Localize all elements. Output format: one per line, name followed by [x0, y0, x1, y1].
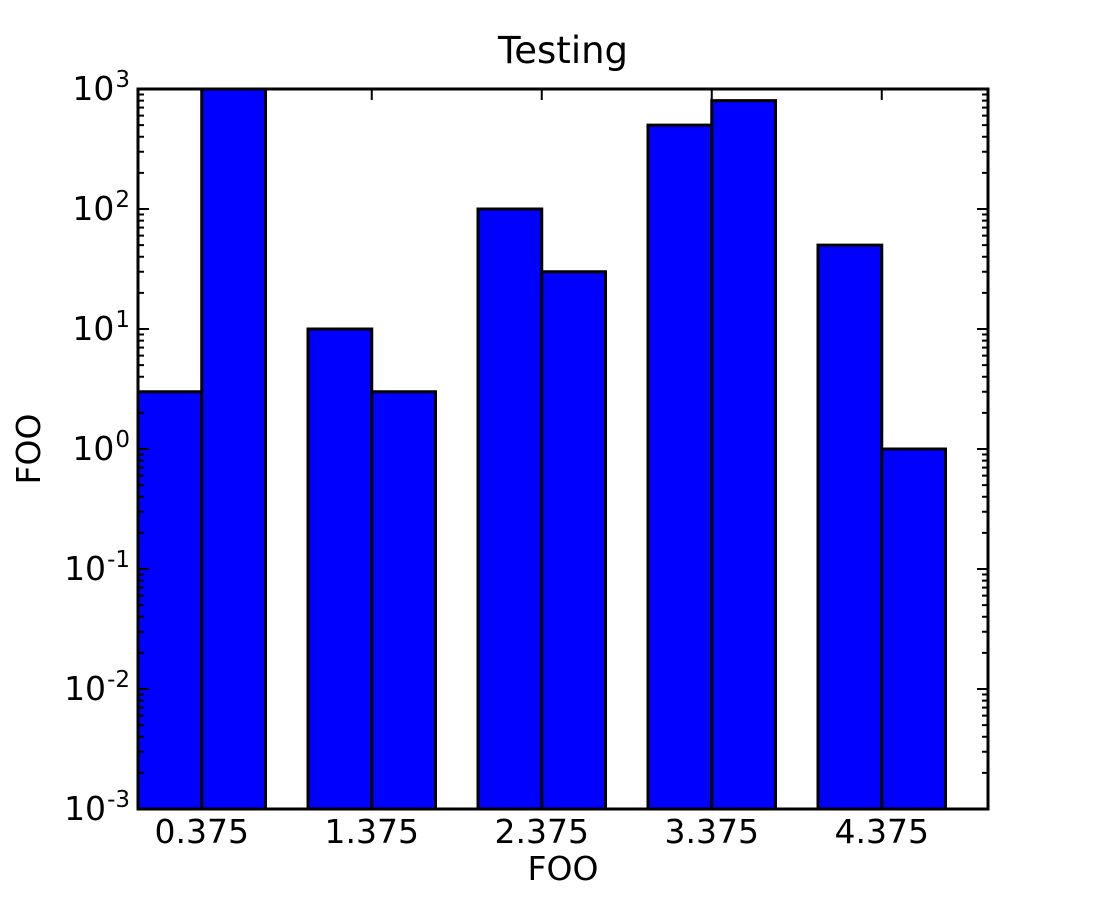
x-tick-label: 2.375 — [494, 812, 589, 851]
y-tick-exponent: -3 — [107, 787, 130, 813]
bar — [476, 207, 544, 811]
y-tick-exponent: -2 — [107, 667, 130, 693]
y-tick-exponent: 2 — [115, 187, 130, 213]
y-tick-base: 10 — [64, 549, 107, 588]
y-tick-label: 10-3 — [64, 789, 130, 829]
chart-title: Testing — [497, 29, 629, 72]
y-tick-base: 10 — [72, 429, 115, 468]
y-tick-label: 10-1 — [64, 549, 130, 589]
bar — [710, 99, 777, 811]
y-tick-base: 10 — [64, 669, 107, 708]
y-tick-label: 100 — [72, 429, 130, 469]
bar — [200, 87, 267, 811]
x-tick-label: 4.375 — [834, 812, 929, 851]
bar — [136, 390, 204, 811]
bar — [880, 447, 947, 811]
y-tick-base: 10 — [64, 789, 107, 828]
axes-frame — [136, 87, 990, 811]
y-tick-exponent: 3 — [115, 67, 130, 93]
bar — [816, 243, 884, 811]
bar — [646, 123, 714, 811]
x-tick-label: 0.375 — [154, 812, 249, 851]
y-tick-base: 10 — [72, 309, 115, 348]
y-tick-exponent: 1 — [115, 307, 130, 333]
x-axis-label: FOO — [527, 849, 599, 888]
y-tick-label: 101 — [72, 309, 130, 349]
y-tick-label: 102 — [72, 189, 130, 229]
y-tick-base: 10 — [72, 189, 115, 228]
x-tick-label: 1.375 — [324, 812, 419, 851]
bar — [370, 390, 437, 811]
y-tick-base: 10 — [72, 69, 115, 108]
y-tick-exponent: 0 — [115, 427, 130, 453]
bar — [306, 327, 374, 811]
y-axis-label: FOO — [9, 413, 48, 485]
x-tick-label: 3.375 — [664, 812, 759, 851]
y-tick-label: 10-2 — [64, 669, 130, 709]
bar — [540, 270, 607, 811]
y-tick-exponent: -1 — [107, 547, 130, 573]
y-tick-label: 103 — [72, 69, 130, 109]
